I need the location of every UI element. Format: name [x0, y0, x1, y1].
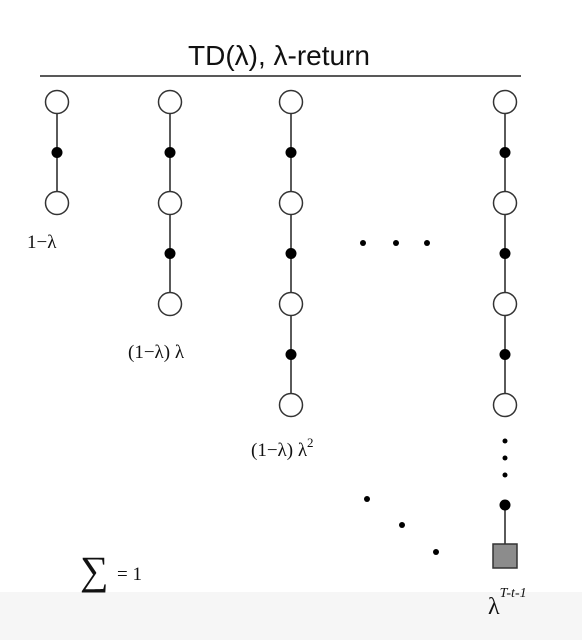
weight-label-3: (1−λ) λ2	[251, 435, 314, 461]
state-node	[492, 190, 518, 216]
state-node	[157, 291, 183, 317]
state-node	[278, 190, 304, 216]
action-node	[285, 147, 297, 158]
state-node	[157, 190, 183, 216]
state-node	[492, 291, 518, 317]
state-node	[278, 392, 304, 418]
ellipsis-dot	[393, 240, 399, 246]
weight-label-1: 1−λ	[27, 232, 57, 253]
action-node	[499, 147, 511, 158]
vertical-ellipsis-dot	[502, 472, 508, 478]
state-node	[492, 392, 518, 418]
weight-label-terminal-exponent: T-t-1	[500, 586, 527, 601]
weight-label-3-base: (1−λ) λ	[251, 440, 308, 461]
ellipsis-dot	[364, 496, 370, 502]
backup-column-3	[278, 89, 304, 418]
weight-label-terminal-base: λ	[488, 594, 500, 620]
terminal-state-node	[492, 543, 518, 569]
vertical-ellipsis-dot	[502, 438, 508, 444]
state-node	[44, 190, 70, 216]
state-node	[492, 89, 518, 115]
action-node	[51, 147, 63, 158]
backup-column-terminal	[492, 89, 518, 569]
action-node	[499, 349, 511, 360]
sum-text: = 1	[117, 564, 142, 585]
state-node	[278, 291, 304, 317]
horizontal-ellipsis	[360, 240, 430, 246]
ellipsis-dot	[399, 522, 405, 528]
state-node	[278, 89, 304, 115]
action-node	[499, 248, 511, 259]
weight-label-2: (1−λ) λ	[128, 342, 185, 363]
weight-label-terminal: λT-t-1	[488, 586, 527, 620]
state-node	[157, 89, 183, 115]
action-node	[499, 499, 511, 511]
bottom-band	[0, 592, 582, 640]
ellipsis-dot	[424, 240, 430, 246]
backup-column-2	[157, 89, 183, 317]
backup-column-1	[44, 89, 70, 216]
action-node	[285, 349, 297, 360]
sum-symbol: ∑	[80, 548, 109, 593]
action-node	[164, 147, 176, 158]
diagram-title: TD(λ), λ-return	[188, 40, 370, 71]
action-node	[164, 248, 176, 259]
ellipsis-dot	[433, 549, 439, 555]
diagonal-ellipsis	[364, 496, 439, 555]
action-node	[285, 248, 297, 259]
state-node	[44, 89, 70, 115]
weight-label-3-exponent: 2	[307, 435, 314, 450]
vertical-ellipsis-dot	[502, 455, 508, 461]
ellipsis-dot	[360, 240, 366, 246]
